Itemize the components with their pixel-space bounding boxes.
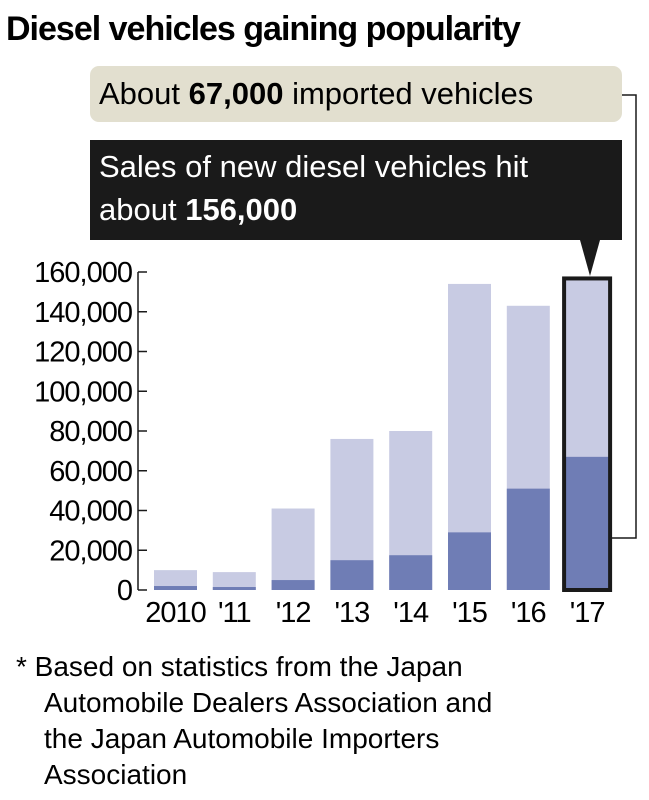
x-tick-label: '11 [218, 597, 251, 629]
imported-annotation-prefix: About [99, 76, 189, 111]
x-axis-labels: 2010 '11 '12 '13 '14 '15 '16 '17 [145, 597, 605, 629]
y-tick-label: 40,000 [49, 496, 132, 528]
bar-imported [448, 532, 491, 590]
sales-annotation-prefix: about [99, 192, 185, 227]
y-tick-label: 60,000 [49, 456, 132, 488]
bar-total [212, 572, 256, 590]
x-tick-label: 2010 [145, 597, 206, 629]
x-tick-label: '13 [335, 597, 370, 629]
x-tick-label: '15 [452, 597, 487, 629]
footnote-line-2: Automobile Dealers Association and [44, 687, 492, 718]
y-tick-label: 100,000 [34, 376, 132, 408]
footnote-line-3: the Japan Automobile Importers [44, 723, 439, 754]
imported-leader-line [606, 94, 637, 539]
bar-imported [212, 587, 256, 590]
y-tick-label: 120,000 [34, 337, 132, 369]
bar-imported [506, 488, 550, 590]
footnote-line-1: * Based on statistics from the Japan [16, 651, 463, 682]
x-tick-label: '17 [570, 597, 605, 629]
imported-annotation-text: About 67,000 imported vehicles [99, 76, 533, 111]
sales-annotation-line2: about 156,000 [99, 192, 297, 227]
bar-imported [389, 555, 433, 590]
sales-annotation-value: 156,000 [185, 192, 297, 227]
sales-annotation-box [90, 140, 622, 240]
bar-imported [330, 560, 374, 590]
y-tick-label: 140,000 [34, 297, 132, 329]
bars [154, 276, 613, 592]
sales-annotation: Sales of new diesel vehicles hit about 1… [90, 140, 622, 276]
imported-annotation-suffix: imported vehicles [283, 76, 533, 111]
imported-annotation-value: 67,000 [189, 76, 284, 111]
footnote: * Based on statistics from the Japan Aut… [16, 651, 492, 790]
y-tick-label: 80,000 [49, 416, 132, 448]
bar-imported [271, 580, 315, 590]
sales-annotation-pointer [580, 240, 600, 276]
bar-total [154, 570, 197, 590]
x-tick-label: '16 [511, 597, 546, 629]
imported-annotation: About 67,000 imported vehicles [90, 66, 637, 539]
imported-annotation-box [90, 66, 622, 122]
bar-imported [154, 586, 197, 590]
y-tick-label: 0 [117, 575, 132, 607]
y-tick-label: 160,000 [34, 257, 132, 289]
footnote-line-4: Association [44, 759, 187, 790]
x-tick-label: '12 [276, 597, 311, 629]
y-axis: 0 20,000 40,000 60,000 80,000 100,000 120,000 1… [34, 257, 147, 607]
bar-total [271, 508, 315, 590]
x-tick-label: '14 [393, 597, 429, 629]
sales-annotation-line1: Sales of new diesel vehicles hit [99, 149, 528, 184]
chart-title: Diesel vehicles gaining popularity [6, 10, 521, 48]
bar-highlight-outline [562, 276, 613, 592]
bar-imported [565, 456, 609, 590]
y-tick-label: 20,000 [49, 535, 132, 567]
